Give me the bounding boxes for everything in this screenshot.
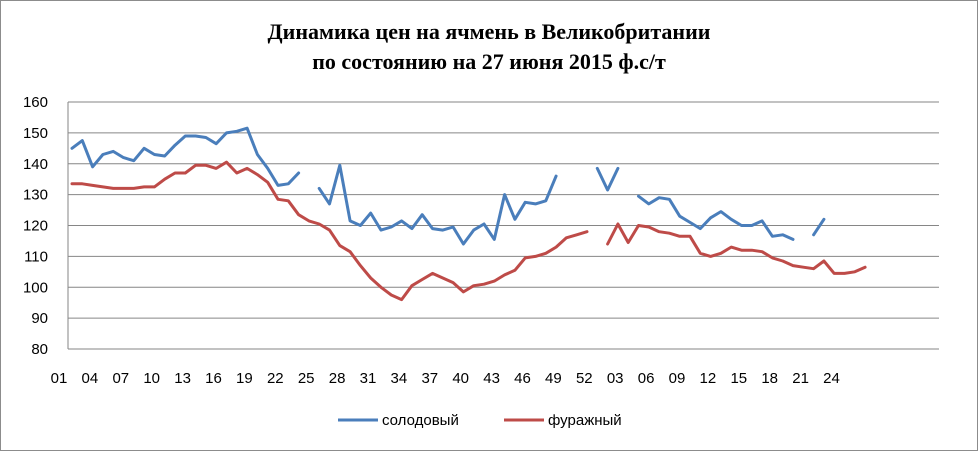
x-tick-label: 49 <box>545 370 562 387</box>
y-tick-label: 150 <box>23 125 48 142</box>
x-tick-label: 15 <box>730 370 747 387</box>
x-tick-label: 16 <box>205 370 222 387</box>
y-tick-label: 80 <box>31 341 48 358</box>
x-tick-label: 03 <box>607 370 624 387</box>
x-tick-label: 12 <box>700 370 717 387</box>
chart-title: Динамика цен на ячмень в Великобритании <box>267 19 711 44</box>
x-tick-label: 10 <box>143 370 160 387</box>
y-tick-label: 100 <box>23 279 48 296</box>
y-tick-label: 160 <box>23 94 48 111</box>
y-tick-label: 140 <box>23 156 48 173</box>
series-line-2 <box>70 160 867 302</box>
x-tick-label: 19 <box>236 370 253 387</box>
x-tick-label: 22 <box>267 370 284 387</box>
x-tick-label: 40 <box>452 370 469 387</box>
x-tick-label: 31 <box>360 370 377 387</box>
chart-subtitle: по состоянию на 27 июня 2015 ф.с/т <box>312 49 666 74</box>
x-tick-label: 43 <box>483 370 500 387</box>
x-tick-label: 34 <box>391 370 408 387</box>
y-tick-label: 110 <box>24 248 48 265</box>
x-tick-label: 46 <box>514 370 531 387</box>
x-tick-label: 25 <box>298 370 315 387</box>
x-tick-label: 13 <box>174 370 191 387</box>
x-tick-label: 01 <box>51 370 68 387</box>
y-tick-label: 130 <box>23 187 48 204</box>
x-tick-label: 18 <box>761 370 778 387</box>
x-tick-label: 07 <box>112 370 129 387</box>
x-tick-label: 21 <box>792 370 809 387</box>
x-tick-label: 04 <box>82 370 99 387</box>
x-tick-label: 24 <box>823 370 840 387</box>
series-line-1 <box>70 126 826 246</box>
x-tick-label: 28 <box>329 370 346 387</box>
x-tick-label: 37 <box>421 370 438 387</box>
y-tick-label: 90 <box>31 310 48 327</box>
x-tick-label: 09 <box>669 370 686 387</box>
legend-label-1: солодовый <box>382 412 459 429</box>
x-tick-label: 52 <box>576 370 593 387</box>
y-tick-label: 120 <box>23 218 48 235</box>
legend-label-2: фуражный <box>548 412 622 429</box>
x-tick-label: 06 <box>638 370 655 387</box>
